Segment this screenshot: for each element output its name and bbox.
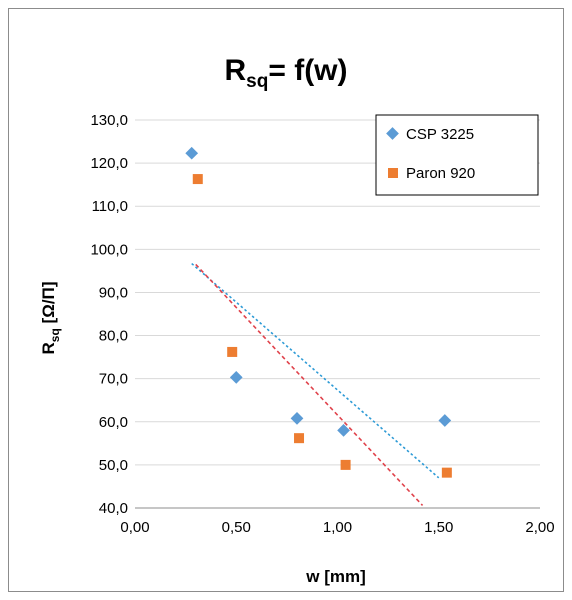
point-series-2	[294, 433, 305, 444]
x-tick-labels: 0,00 0,50 1,00 1,50 2,00	[120, 519, 554, 536]
y-tick-label: 50,0	[99, 457, 128, 474]
legend-marker-paron-920	[388, 168, 398, 178]
trendline-series-1	[191, 262, 440, 479]
data-points	[185, 146, 452, 478]
y-axis-label-rest: [Ω/Π]	[39, 282, 58, 329]
legend-marker-csp-3225	[386, 127, 399, 140]
x-tick-label: 0,00	[120, 519, 149, 536]
legend-label-paron-920: Paron 920	[406, 165, 475, 182]
y-tick-label: 80,0	[99, 328, 128, 345]
y-tick-label: 100,0	[90, 241, 128, 258]
y-tick-label: 110,0	[92, 198, 128, 215]
y-axis-label-sub: sq	[48, 328, 62, 342]
point-series-2	[227, 346, 238, 357]
y-tick-label: 130,0	[90, 112, 128, 129]
y-tick-label: 60,0	[99, 414, 128, 431]
y-tick-label: 70,0	[99, 371, 128, 388]
y-axis-label: Rsq [Ω/Π]	[39, 282, 62, 355]
x-axis-label: w [mm]	[305, 567, 366, 586]
point-series-1	[337, 424, 350, 437]
legend-box	[375, 114, 539, 196]
chart-title-sub: sq	[246, 71, 268, 92]
point-series-2	[192, 174, 203, 185]
x-tick-label: 0,50	[222, 519, 251, 536]
y-tick-label: 120,0	[90, 155, 128, 172]
y-tick-label: 90,0	[99, 284, 128, 301]
x-tick-label: 2,00	[525, 519, 554, 536]
point-series-2	[340, 459, 351, 470]
point-series-1	[290, 411, 304, 425]
point-series-1	[229, 371, 243, 384]
legend: CSP 3225 Paron 920	[375, 114, 539, 196]
legend-label-csp-3225: CSP 3225	[406, 126, 474, 143]
chart-title-main: R	[224, 54, 246, 87]
point-series-1	[185, 146, 199, 160]
trendlines	[191, 262, 440, 506]
chart-title: Rsq= f(w)	[224, 54, 347, 92]
y-axis-label-main: R	[39, 342, 58, 354]
chart-frame	[8, 8, 564, 592]
gridlines	[135, 119, 540, 509]
point-series-2	[441, 467, 452, 478]
x-tick-label: 1,00	[323, 519, 352, 536]
x-tick-label: 1,50	[424, 519, 453, 536]
y-tick-label: 40,0	[99, 500, 128, 517]
point-series-1	[438, 414, 452, 427]
chart-title-rest: = f(w)	[268, 54, 347, 87]
y-tick-labels: 40,0 50,0 60,0 70,0 80,0 90,0 100,0 110,0 120,0 1…	[90, 112, 128, 517]
trendline-series-2	[195, 263, 424, 506]
